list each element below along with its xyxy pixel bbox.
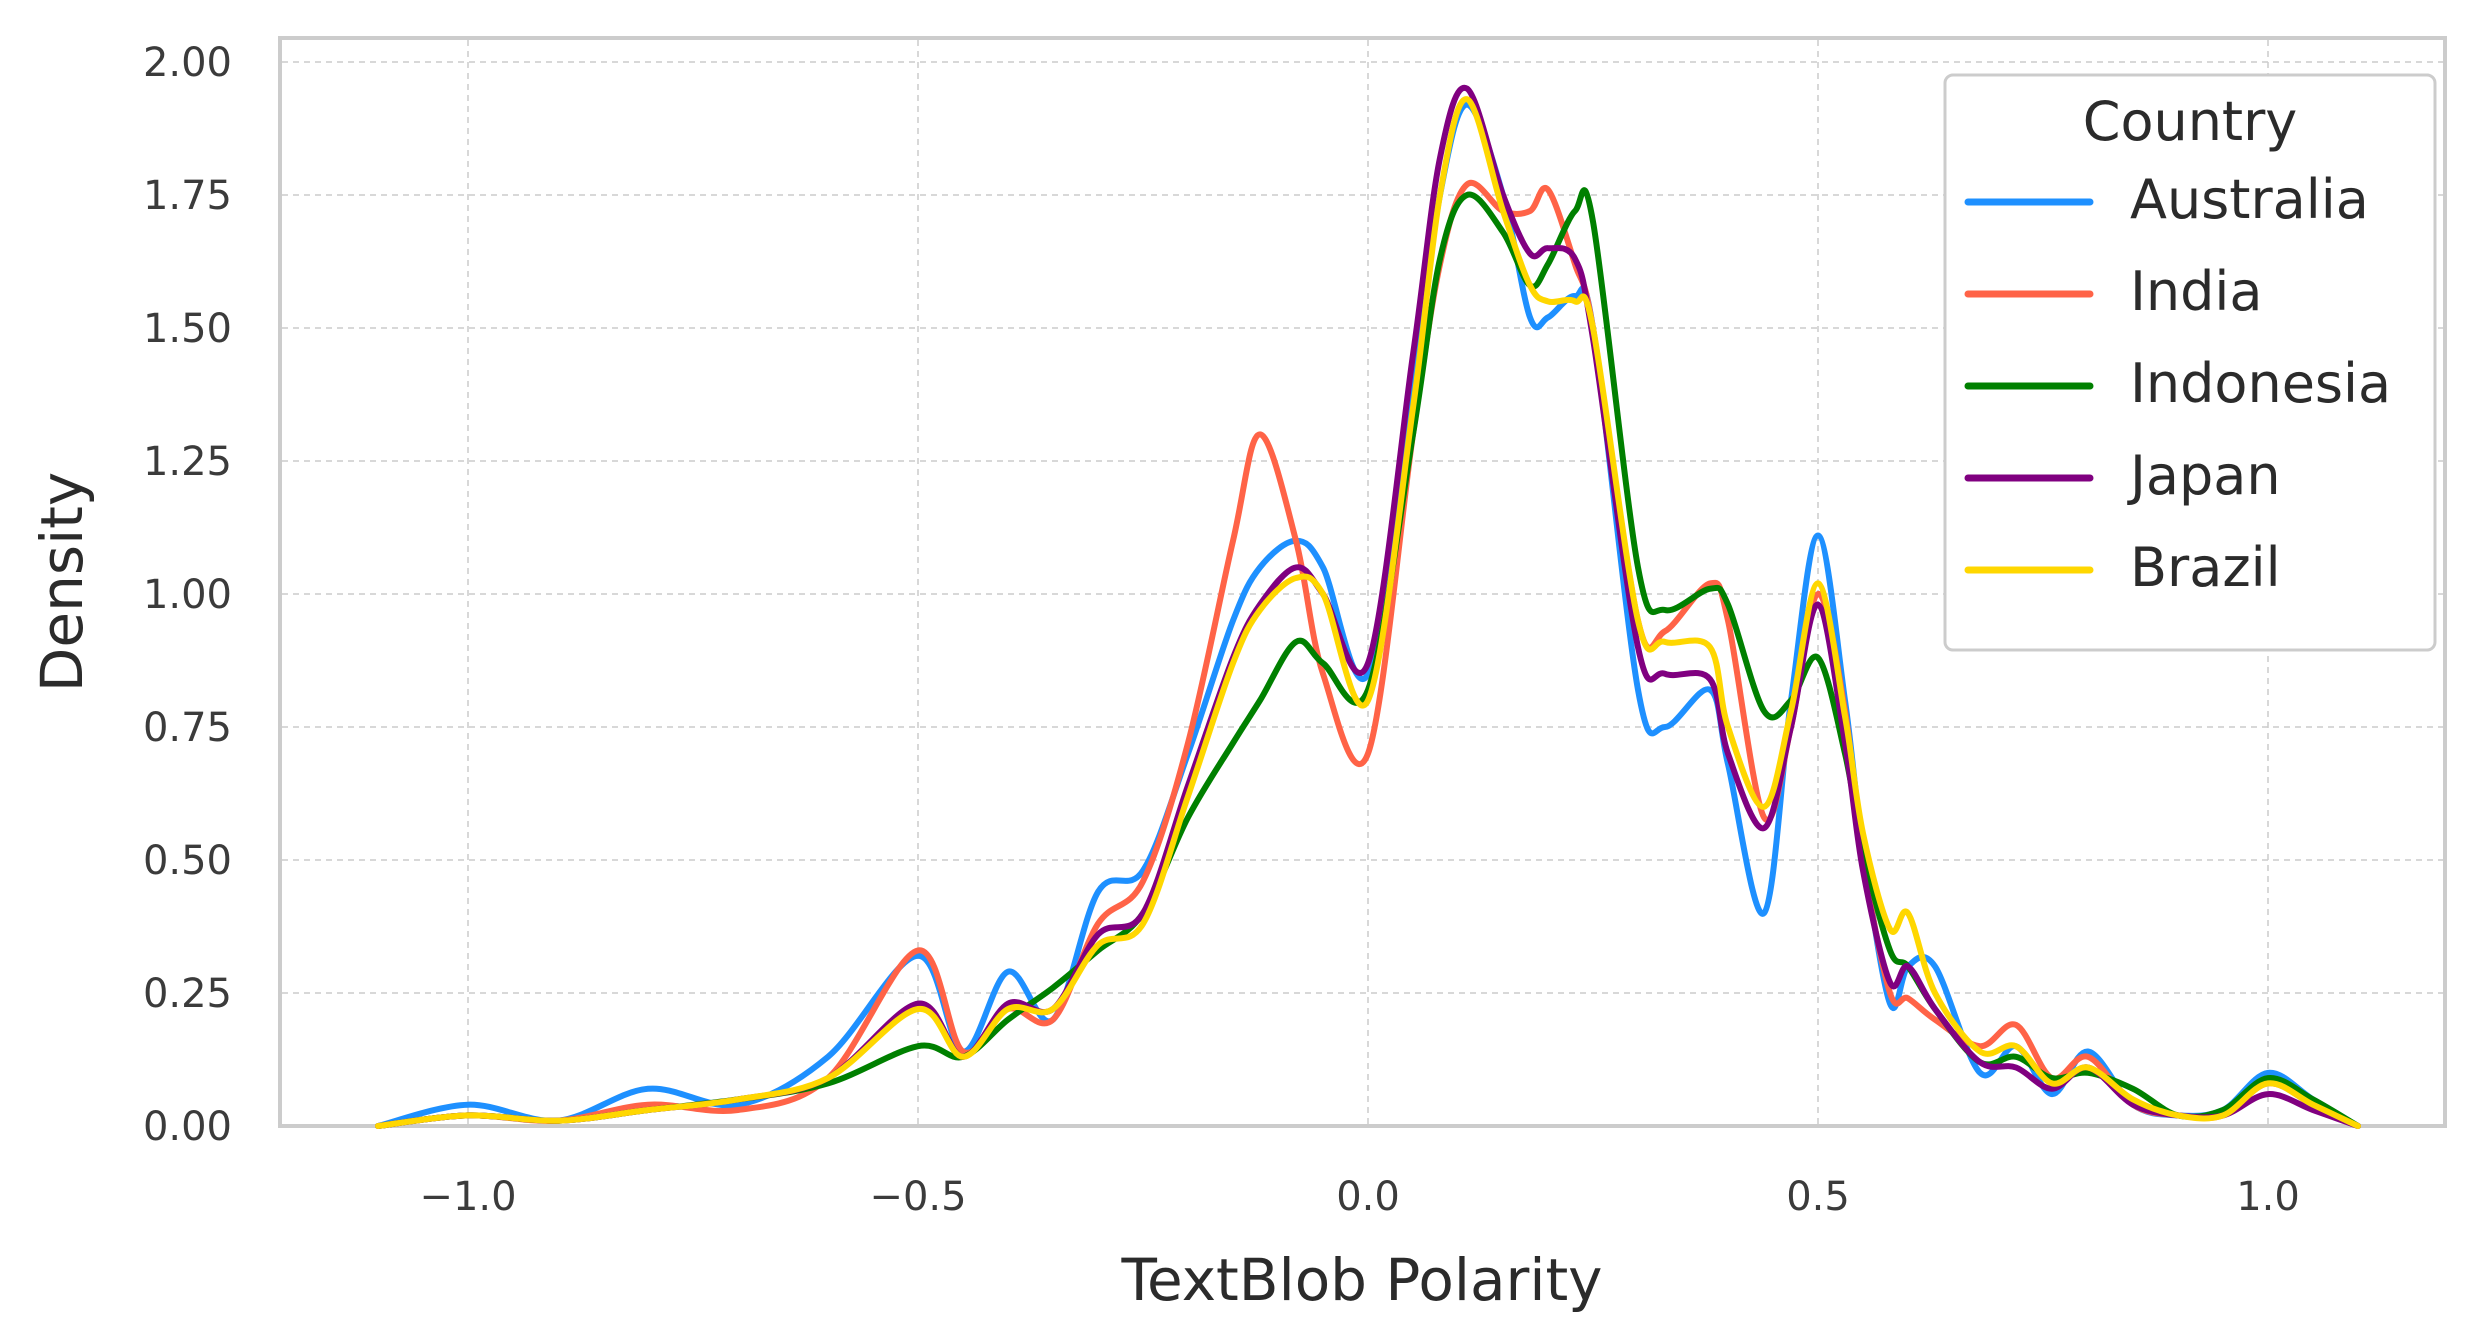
- x-axis-label: TextBlob Polarity: [1120, 1246, 1602, 1314]
- x-tick-label: 1.0: [2236, 1174, 2300, 1220]
- legend-label: India: [2130, 260, 2263, 323]
- y-tick-label: 0.00: [143, 1104, 232, 1150]
- legend-label: Japan: [2127, 444, 2281, 507]
- grid: [282, 40, 2443, 1124]
- x-tick-label: −1.0: [419, 1174, 516, 1220]
- legend-label: Australia: [2130, 168, 2369, 231]
- x-tick-label: 0.5: [1786, 1174, 1850, 1220]
- y-tick-label: 1.00: [143, 572, 232, 618]
- y-axis-label: Density: [28, 472, 96, 693]
- y-tick-label: 1.25: [143, 439, 232, 485]
- legend: Country Australia India Indonesia Japan Braz…: [1943, 73, 2437, 652]
- series-line-australia: [375, 101, 2361, 1129]
- x-axis-ticks: −1.0 −0.5 0.0 0.5 1.0: [419, 1174, 2299, 1220]
- series-line-japan: [375, 84, 2361, 1129]
- legend-title: Country: [2083, 90, 2298, 153]
- y-tick-label: 0.50: [143, 838, 232, 884]
- y-axis-ticks: 0.00 0.25 0.50 0.75 1.00 1.25 1.50 1.75 2.00: [143, 40, 232, 1150]
- y-tick-label: 0.25: [143, 971, 232, 1017]
- series-lines: [375, 84, 2361, 1129]
- x-tick-label: 0.0: [1336, 1174, 1400, 1220]
- legend-label: Indonesia: [2130, 352, 2391, 415]
- legend-items: Australia India Indonesia Japan Brazil: [1964, 168, 2391, 599]
- y-tick-label: 1.50: [143, 306, 232, 352]
- y-tick-label: 0.75: [143, 705, 232, 751]
- legend-label: Brazil: [2130, 536, 2281, 599]
- legend-box: [1943, 73, 2437, 652]
- y-tick-label: 2.00: [143, 40, 232, 86]
- x-tick-label: −0.5: [869, 1174, 966, 1220]
- y-tick-label: 1.75: [143, 173, 232, 219]
- series-line-brazil: [375, 96, 2361, 1129]
